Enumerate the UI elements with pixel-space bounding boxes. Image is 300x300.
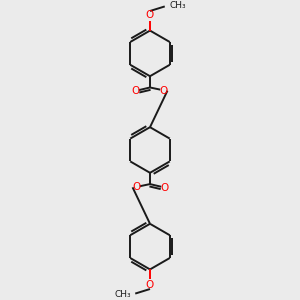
Text: O: O [132,182,140,192]
Text: O: O [146,10,154,20]
Text: O: O [160,86,168,96]
Text: O: O [160,183,169,193]
Text: CH₃: CH₃ [114,290,131,299]
Text: O: O [131,86,140,97]
Text: CH₃: CH₃ [169,1,186,10]
Text: O: O [146,280,154,290]
